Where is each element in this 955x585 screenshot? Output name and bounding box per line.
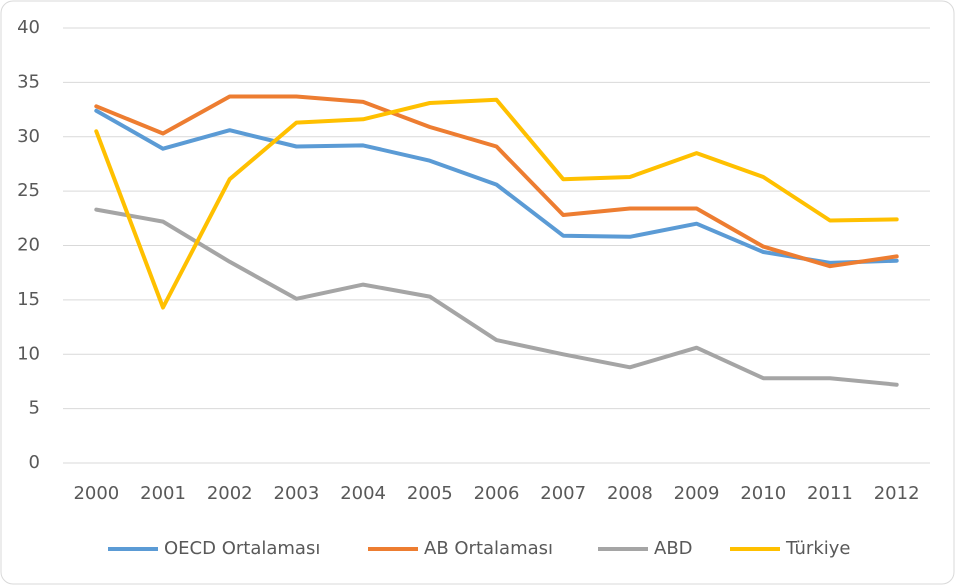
y-tick-label: 15 [17,289,40,310]
legend-label: AB Ortalaması [424,538,553,559]
x-tick-label: 2009 [674,483,720,504]
series-line [94,97,899,310]
legend-label: Türkiye [785,538,851,559]
y-tick-label: 0 [29,452,40,473]
x-tick-label: 2003 [274,483,320,504]
series-line [94,207,899,387]
y-tick-label: 40 [17,17,40,38]
x-tick-label: 2000 [73,483,119,504]
x-tick-label: 2004 [340,483,386,504]
x-tick-label: 2002 [207,483,253,504]
x-tick-label: 2005 [407,483,453,504]
y-tick-label: 30 [17,126,40,147]
series-line [94,94,899,269]
y-tick-label: 25 [17,180,40,201]
x-tick-label: 2001 [140,483,186,504]
x-tick-label: 2007 [540,483,586,504]
y-tick-label: 5 [29,398,40,419]
legend-label: ABD [654,538,693,559]
y-tick-label: 10 [17,343,40,364]
x-tick-label: 2010 [740,483,786,504]
y-tick-label: 35 [17,71,40,92]
legend-label: OECD Ortalaması [164,538,320,559]
x-tick-label: 2008 [607,483,653,504]
x-tick-label: 2011 [807,483,853,504]
y-tick-label: 20 [17,235,40,256]
x-tick-label: 2012 [874,483,920,504]
series-line [94,108,899,265]
x-tick-label: 2006 [474,483,520,504]
